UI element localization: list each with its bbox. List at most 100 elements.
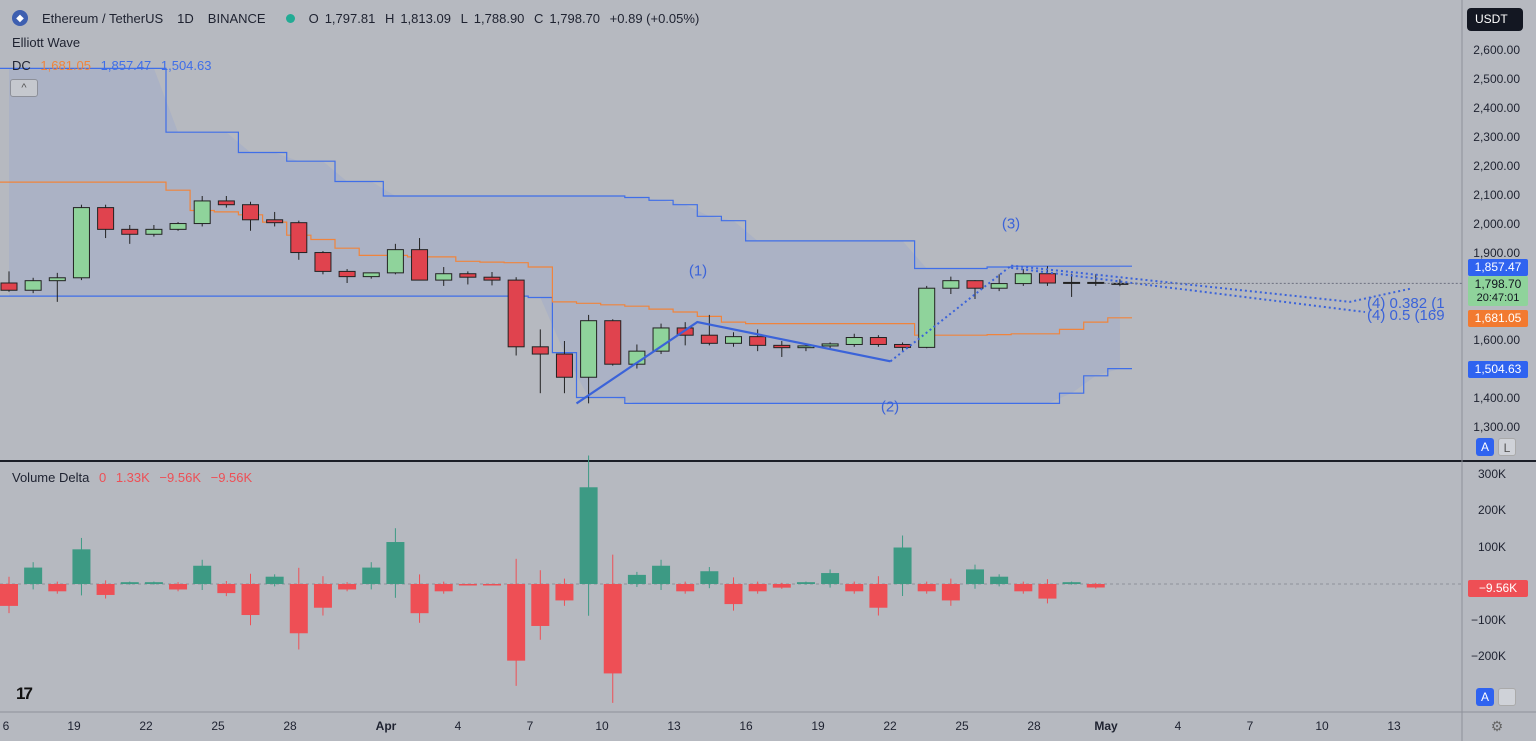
volume-delta-bar: [555, 584, 574, 601]
auto-scale-button[interactable]: A: [1476, 438, 1494, 456]
candle-body: [193, 200, 211, 225]
candle-Mar-18: [24, 277, 42, 294]
volume-axis-label: −200K: [1470, 649, 1506, 663]
candle-Mar-17: [0, 271, 18, 292]
volume-auto-scale-button[interactable]: A: [1476, 688, 1494, 706]
fib-label-05[interactable]: (4) 0.5 (169: [1367, 307, 1445, 324]
candle-Mar-21: [97, 204, 115, 239]
candle-Mar-29: [290, 220, 308, 260]
volume-delta-bar: [869, 584, 888, 608]
donchian-mid-line: [0, 181, 1132, 336]
candle-body: [242, 204, 259, 221]
volume-delta-bar: [265, 576, 284, 584]
volume-delta-bar: [652, 565, 671, 584]
donchian-mid-value: 1,681.05: [40, 58, 92, 73]
volume-delta-bar: [169, 584, 188, 590]
volume-delta-value-0: 0: [98, 470, 107, 485]
candle-body: [966, 280, 984, 289]
candle-Mar-23: [145, 225, 163, 237]
ohlc-close-value: 1,798.70: [549, 10, 601, 26]
candle-body: [145, 228, 163, 235]
log-scale-button[interactable]: L: [1498, 438, 1516, 456]
donchian-band-fill: [9, 68, 1120, 404]
mid-band-price-tag: 1,681.05: [1468, 310, 1528, 327]
currency-button[interactable]: USDT: [1467, 8, 1523, 31]
elliott-wave-legend[interactable]: Elliott Wave: [12, 35, 86, 50]
candle-Mar-22: [121, 225, 139, 244]
volume-delta-bar: [72, 549, 91, 584]
settings-gear-icon[interactable]: ⚙: [1490, 718, 1504, 734]
candle-body: [652, 327, 670, 352]
wave-label-1[interactable]: (1): [688, 262, 708, 280]
candle-body: [894, 343, 912, 348]
candle-body: [97, 207, 115, 230]
volume-delta-bar: [676, 584, 695, 592]
time-axis-label: 28: [283, 719, 297, 733]
upper-band-price-text: 1,857.47: [1474, 260, 1522, 274]
price-axis-label: 2,200.00: [1473, 159, 1520, 173]
candle-body: [990, 283, 1008, 289]
ohlc-change: +0.89 (+0.05%): [609, 10, 700, 26]
volume-delta-bar: [1062, 582, 1081, 584]
candle-Apr-28: [1014, 269, 1032, 286]
volume-delta-bar: [144, 582, 163, 584]
candle-body: [845, 337, 863, 345]
candle-Apr-11: [604, 319, 622, 366]
volume-delta-value-2: −9.56K: [159, 470, 201, 485]
volume-extra-button[interactable]: [1498, 688, 1516, 706]
donchian-legend[interactable]: DC 1,681.05 1,857.47 1,504.63: [12, 58, 217, 73]
fib-label-0382[interactable]: (4) 0.382 (1: [1367, 295, 1445, 312]
wave4-fib-0382-projection: [1011, 264, 1411, 303]
candle-body: [1063, 281, 1081, 284]
candle-body: [1087, 281, 1105, 284]
candle-Apr-1: [362, 272, 380, 279]
ohlc-high-key: H: [384, 10, 395, 26]
ethereum-logo-icon: ◆: [12, 10, 28, 26]
volume-delta-bar: [458, 584, 477, 586]
symbol-name[interactable]: Ethereum / TetherUS: [42, 10, 164, 26]
lower-band-price-text: 1,504.63: [1474, 362, 1522, 376]
wave-label-3[interactable]: (3): [1001, 215, 1021, 233]
candle-body: [580, 320, 598, 378]
candle-Mar-28: [266, 211, 284, 227]
candle-Apr-26: [966, 280, 984, 299]
tradingview-logo[interactable]: 17: [16, 684, 33, 703]
wave-label-2[interactable]: (2): [880, 398, 900, 416]
elliott-wave-title: Elliott Wave: [12, 35, 81, 50]
volume-delta-bar: [1038, 584, 1057, 599]
candle-body: [459, 273, 477, 278]
ohlc-low-value: 1,788.90: [473, 10, 525, 26]
interval-label[interactable]: 1D: [177, 10, 194, 26]
candle-Apr-18: [773, 341, 791, 357]
volume-delta-legend[interactable]: Volume Delta 0 1.33K −9.56K −9.56K: [12, 470, 258, 485]
elliott-wave-path: [575, 320, 891, 405]
volume-delta-bar: [48, 584, 67, 592]
candle-Mar-30: [314, 251, 332, 275]
candle-body: [48, 277, 66, 282]
volume-delta-bar: [941, 584, 960, 601]
candle-body: [0, 282, 18, 291]
time-axis-label: 28: [1027, 719, 1041, 733]
candle-Apr-2: [386, 243, 404, 275]
candle-Mar-25: [193, 196, 211, 227]
volume-delta-bar: [966, 569, 984, 584]
time-axis-label: 7: [526, 719, 534, 733]
candle-body: [1014, 273, 1032, 285]
candle-Apr-22: [869, 335, 887, 347]
candle-body: [362, 272, 380, 278]
time-axis-label: 25: [211, 719, 225, 733]
volume-delta-bar: [313, 584, 332, 608]
candle-Apr-9: [555, 341, 573, 394]
price-axis-label: 1,300.00: [1473, 420, 1520, 434]
candle-Apr-14: [676, 322, 694, 346]
candle-body: [266, 219, 284, 224]
time-axis-label: 19: [67, 719, 81, 733]
candle-Mar-20: [72, 204, 90, 281]
candle-body: [725, 336, 742, 344]
collapse-legend-button[interactable]: ^: [10, 79, 38, 97]
candle-Mar-26: [217, 196, 235, 208]
candle-Apr-21: [845, 333, 863, 347]
volume-delta-bar: [917, 584, 936, 592]
